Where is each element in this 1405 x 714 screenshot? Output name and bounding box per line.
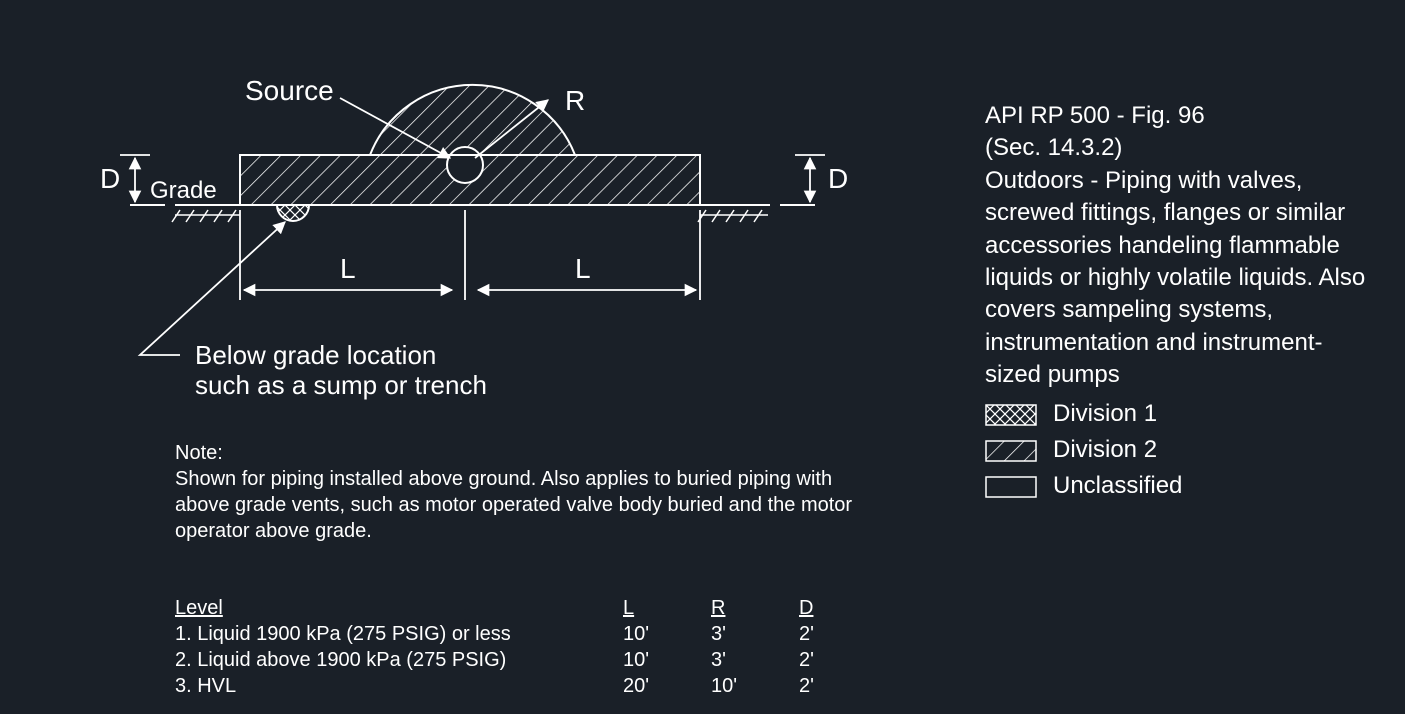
swatch-div2 bbox=[985, 439, 1037, 461]
cell-L: 10' bbox=[623, 621, 711, 647]
table-row: 2. Liquid above 1900 kPa (275 PSIG) 10' … bbox=[175, 647, 867, 673]
cell-R: 3' bbox=[711, 621, 799, 647]
dim-L bbox=[240, 210, 700, 300]
cell-L: 20' bbox=[623, 673, 711, 699]
dome-div2 bbox=[340, 30, 600, 170]
table-header-row: Level L R D bbox=[175, 595, 867, 621]
label-D-left: D bbox=[100, 163, 120, 194]
legend-label-div1: Division 1 bbox=[1053, 398, 1157, 430]
table-row: 1. Liquid 1900 kPa (275 PSIG) or less 10… bbox=[175, 621, 867, 647]
table-row: 3. HVL 20' 10' 2' bbox=[175, 673, 867, 699]
cell-D: 2' bbox=[799, 673, 867, 699]
legend-row-unclass: Unclassified bbox=[985, 470, 1370, 502]
th-R: R bbox=[711, 597, 725, 619]
cell-L: 10' bbox=[623, 647, 711, 673]
th-D: D bbox=[799, 597, 813, 619]
legend-label-unclass: Unclassified bbox=[1053, 470, 1182, 502]
description-panel: API RP 500 - Fig. 96 (Sec. 14.3.2) Outdo… bbox=[985, 100, 1370, 507]
cell-D: 2' bbox=[799, 647, 867, 673]
swatch-unclass bbox=[985, 475, 1037, 497]
swatch-div1 bbox=[985, 403, 1037, 425]
th-level: Level bbox=[175, 597, 223, 619]
doc-title-1: API RP 500 - Fig. 96 bbox=[985, 100, 1370, 132]
earth-ticks-left bbox=[172, 210, 240, 222]
cell-level: 1. Liquid 1900 kPa (275 PSIG) or less bbox=[175, 621, 623, 647]
label-L-left: L bbox=[340, 253, 356, 284]
level-table: Level L R D 1. Liquid 1900 kPa (275 PSIG… bbox=[175, 595, 895, 699]
cell-R: 10' bbox=[711, 673, 799, 699]
label-below-grade-1: Below grade location bbox=[195, 340, 436, 370]
cell-level: 3. HVL bbox=[175, 673, 623, 699]
th-L: L bbox=[623, 597, 634, 619]
dim-D-left bbox=[120, 155, 150, 202]
cell-level: 2. Liquid above 1900 kPa (275 PSIG) bbox=[175, 647, 623, 673]
legend-row-div1: Division 1 bbox=[985, 398, 1370, 430]
note-heading: Note: bbox=[175, 440, 875, 466]
note-block: Note: Shown for piping installed above g… bbox=[175, 440, 875, 544]
cell-R: 3' bbox=[711, 647, 799, 673]
classification-diagram: D D Grade Source R bbox=[0, 0, 900, 440]
legend-label-div2: Division 2 bbox=[1053, 434, 1157, 466]
doc-title-2: (Sec. 14.3.2) bbox=[985, 132, 1370, 164]
legend: Division 1 Division 2 Unclassified bbox=[985, 398, 1370, 503]
label-L-right: L bbox=[575, 253, 591, 284]
dim-D-right bbox=[795, 155, 825, 202]
cell-D: 2' bbox=[799, 621, 867, 647]
note-body: Shown for piping installed above ground.… bbox=[175, 466, 875, 544]
label-source: Source bbox=[245, 75, 334, 106]
label-grade: Grade bbox=[150, 177, 217, 204]
slab-div2 bbox=[240, 155, 700, 205]
label-D-right: D bbox=[828, 163, 848, 194]
earth-ticks-right bbox=[698, 210, 768, 222]
doc-body: Outdoors - Piping with valves, screwed f… bbox=[985, 165, 1370, 392]
legend-row-div2: Division 2 bbox=[985, 434, 1370, 466]
leader-below-grade bbox=[140, 222, 285, 355]
label-R: R bbox=[565, 85, 585, 116]
page-root: D D Grade Source R bbox=[0, 0, 1405, 714]
label-below-grade-2: such as a sump or trench bbox=[195, 370, 487, 400]
